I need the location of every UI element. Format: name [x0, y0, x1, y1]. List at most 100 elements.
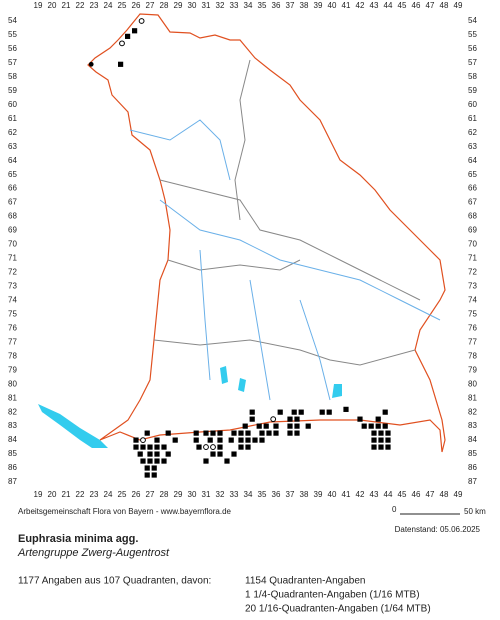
- column-label: 31: [202, 490, 211, 499]
- occurrence-square: [193, 437, 199, 443]
- row-label: 56: [8, 44, 17, 53]
- occurrence-square: [277, 409, 283, 415]
- column-label: 28: [160, 490, 169, 499]
- occurrence-square: [357, 416, 363, 422]
- occurrence-square: [273, 423, 279, 429]
- occurrence-square: [231, 430, 237, 436]
- occurrence-square: [238, 437, 244, 443]
- column-label: 25: [118, 490, 127, 499]
- occurrence-square: [273, 430, 279, 436]
- column-label: 46: [412, 1, 421, 10]
- row-label: 55: [468, 30, 477, 39]
- occurrence-dot: [88, 61, 94, 67]
- species-subtitle: Artengruppe Zwerg-Augentrost: [17, 547, 170, 559]
- occurrence-square: [256, 423, 262, 429]
- column-label: 32: [216, 490, 225, 499]
- column-label: 34: [244, 490, 253, 499]
- occurrence-square: [165, 430, 171, 436]
- column-label: 43: [370, 1, 379, 10]
- row-label: 68: [8, 212, 17, 221]
- row-label: 62: [468, 128, 477, 137]
- occurrence-square: [147, 451, 153, 457]
- occurrence-square: [385, 437, 391, 443]
- column-label: 33: [230, 490, 239, 499]
- row-label: 81: [468, 393, 477, 402]
- occurrence-square: [371, 444, 377, 450]
- row-label: 78: [8, 351, 17, 360]
- column-label: 29: [174, 490, 183, 499]
- occurrence-square: [118, 61, 124, 67]
- row-label: 85: [8, 449, 17, 458]
- column-label: 43: [370, 490, 379, 499]
- column-label: 24: [104, 490, 113, 499]
- column-label: 21: [62, 490, 71, 499]
- column-label: 19: [34, 1, 43, 10]
- occurrence-square: [287, 416, 293, 422]
- row-label: 60: [8, 100, 17, 109]
- occurrence-square: [266, 430, 272, 436]
- row-label: 66: [468, 184, 477, 193]
- row-label: 73: [468, 282, 477, 291]
- row-label: 68: [468, 212, 477, 221]
- occurrence-square: [133, 437, 139, 443]
- occurrence-square: [375, 416, 381, 422]
- occurrence-square: [294, 416, 300, 422]
- occurrence-square: [294, 423, 300, 429]
- occurrence-circle: [119, 40, 125, 47]
- column-label: 30: [188, 1, 197, 10]
- row-label: 74: [468, 296, 477, 305]
- occurrence-square: [161, 458, 167, 464]
- occurrence-square: [245, 437, 251, 443]
- column-label: 38: [300, 1, 309, 10]
- occurrence-square: [172, 437, 178, 443]
- occurrence-square: [154, 444, 160, 450]
- row-label: 71: [468, 254, 477, 263]
- lake: [38, 404, 108, 448]
- occurrence-square: [154, 451, 160, 457]
- summary: 1177 Angaben aus 107 Quadranten, davon:: [18, 576, 211, 587]
- occurrence-square: [161, 444, 167, 450]
- detail: 20 1/16-Quadranten-Angaben (1/64 MTB): [245, 604, 431, 615]
- row-label: 83: [468, 421, 477, 430]
- column-label: 26: [132, 490, 141, 499]
- column-label: 24: [104, 1, 113, 10]
- occurrence-square: [210, 430, 216, 436]
- row-label: 74: [8, 296, 17, 305]
- detail: 1 1/4-Quadranten-Angaben (1/16 MTB): [245, 590, 420, 601]
- column-label: 28: [160, 1, 169, 10]
- occurrence-square: [165, 451, 171, 457]
- column-label: 35: [258, 490, 267, 499]
- detail: 1154 Quadranten-Angaben: [245, 576, 365, 587]
- column-label: 26: [132, 1, 141, 10]
- column-label: 34: [244, 1, 253, 10]
- row-label: 75: [8, 309, 17, 318]
- row-label: 72: [8, 268, 17, 277]
- column-label: 36: [272, 1, 281, 10]
- column-label: 45: [398, 1, 407, 10]
- row-label: 76: [468, 323, 477, 332]
- occurrence-square: [210, 451, 216, 457]
- occurrence-square: [368, 423, 374, 429]
- occurrence-square: [249, 409, 255, 415]
- lake: [220, 366, 342, 398]
- occurrence-square: [147, 458, 153, 464]
- row-label: 67: [8, 198, 17, 207]
- column-label: 41: [342, 1, 351, 10]
- occurrence-circle: [138, 18, 145, 24]
- row-label: 64: [8, 156, 17, 165]
- column-label: 39: [314, 1, 323, 10]
- occurrence-square: [245, 430, 251, 436]
- occurrence-square: [259, 437, 265, 443]
- occurrence-square: [144, 472, 150, 478]
- occurrence-square: [217, 444, 223, 450]
- occurrence-square: [238, 444, 244, 450]
- occurrence-square: [238, 430, 244, 436]
- occurrence-square: [151, 472, 157, 478]
- occurrence-square: [140, 458, 146, 464]
- date: Datenstand: 05.06.2025: [395, 525, 481, 534]
- column-label: 32: [216, 1, 225, 10]
- row-label: 77: [8, 337, 17, 346]
- occurrence-square: [207, 437, 213, 443]
- row-label: 62: [8, 128, 17, 137]
